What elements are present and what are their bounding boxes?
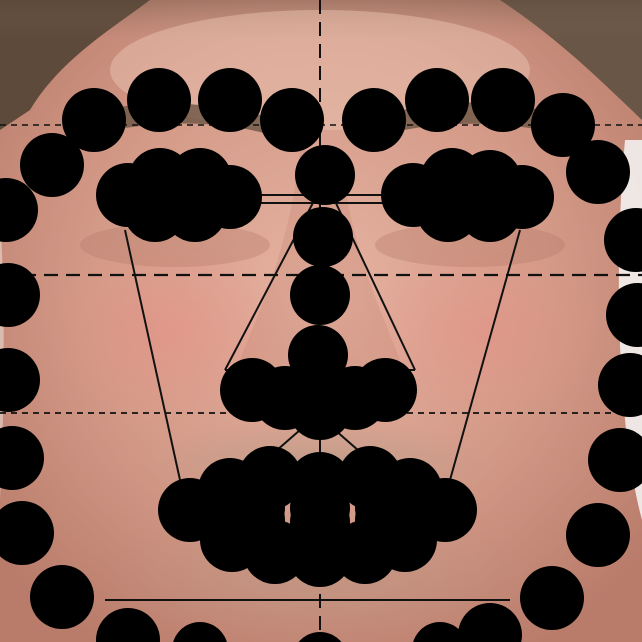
cheek-right (360, 235, 600, 425)
landmark-dot (471, 68, 535, 132)
landmark-dot (342, 88, 406, 152)
landmark-dot (458, 603, 522, 642)
landmark-dot (123, 178, 187, 242)
landmark-dot (405, 68, 469, 132)
landmark-dot (353, 358, 417, 422)
landmark-dot (288, 325, 348, 385)
landmark-dot (531, 93, 595, 157)
landmark-dot (606, 283, 642, 347)
undereye-left (80, 223, 270, 267)
landmark-dots (0, 68, 642, 642)
landmark-dot (198, 68, 262, 132)
trapezoid-right (449, 229, 521, 481)
landmark-dot (290, 265, 350, 325)
landmark-dot (298, 632, 342, 642)
nose-triangle-right (324, 179, 416, 371)
landmark-dot (0, 178, 38, 242)
landmark-dot (355, 490, 415, 550)
landmark-dot (566, 140, 630, 204)
landmark-dot (0, 426, 44, 490)
landmark-dot (127, 68, 191, 132)
landmark-dot (598, 353, 642, 417)
landmark-dot (413, 622, 467, 642)
landmark-dot (416, 178, 480, 242)
landmark-dot (0, 263, 40, 327)
landmark-dot (0, 348, 40, 412)
landmark-dot (30, 565, 94, 629)
landmark-dot (62, 88, 126, 152)
landmark-dot (588, 428, 642, 492)
landmark-dot (0, 501, 54, 565)
trapezoid-left (124, 229, 181, 481)
landmark-dot (225, 490, 285, 550)
landmark-dot (293, 207, 353, 267)
landmark-dot (604, 208, 642, 272)
landmark-dot (295, 145, 355, 205)
landmark-dot (20, 133, 84, 197)
undereye-right (375, 223, 565, 267)
landmark-dot (173, 622, 227, 642)
landmark-dot (520, 566, 584, 630)
landmark-dot (290, 492, 350, 552)
landmark-dot (566, 503, 630, 567)
landmark-dot (96, 608, 160, 642)
landmark-dot (260, 88, 324, 152)
